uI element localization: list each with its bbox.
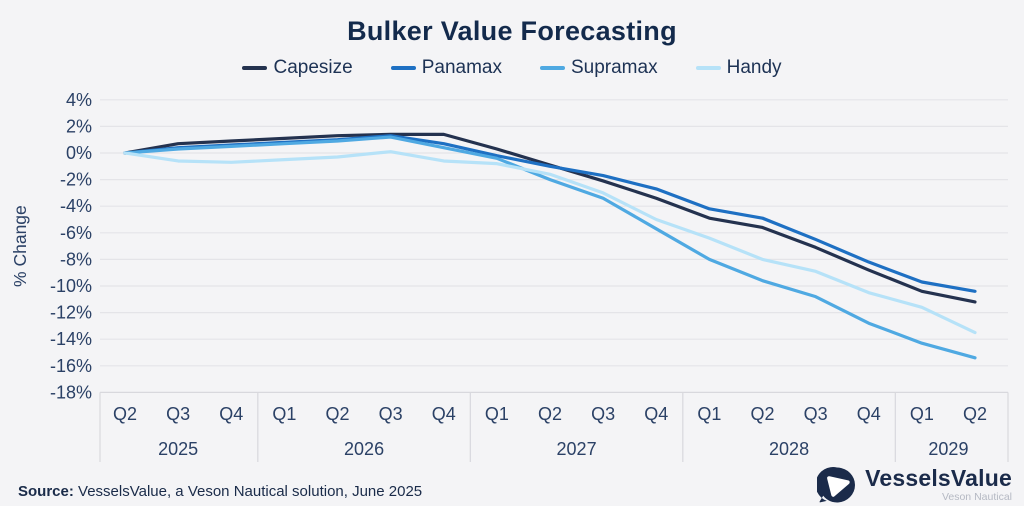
y-tick-label: -8% bbox=[60, 249, 92, 269]
x-tick-label: Q4 bbox=[219, 404, 243, 424]
series-line-capesize bbox=[123, 132, 977, 304]
source-note: Source: VesselsValue, a Veson Nautical s… bbox=[18, 483, 422, 500]
year-label: 2028 bbox=[769, 439, 809, 459]
year-label: 2026 bbox=[344, 439, 384, 459]
y-tick-label: -4% bbox=[60, 196, 92, 216]
legend-item-supramax: Supramax bbox=[539, 57, 658, 79]
x-tick-label: Q1 bbox=[485, 404, 509, 424]
series-line-handy bbox=[123, 150, 977, 335]
y-tick-label: -2% bbox=[60, 170, 92, 190]
legend-label: Capesize bbox=[273, 57, 353, 78]
logo-text: VesselsValue Veson Nautical bbox=[865, 467, 1012, 503]
legend-item-panamax: Panamax bbox=[390, 57, 502, 79]
x-tick-label: Q3 bbox=[804, 404, 828, 424]
x-tick-label: Q2 bbox=[113, 404, 137, 424]
legend: Capesize Panamax Supramax Handy bbox=[0, 57, 1024, 79]
logo-name: VesselsValue bbox=[865, 465, 1012, 492]
legend-label: Supramax bbox=[570, 57, 658, 78]
series-line-panamax bbox=[123, 134, 977, 293]
x-tick-label: Q3 bbox=[379, 404, 403, 424]
source-text: VesselsValue, a Veson Nautical solution,… bbox=[73, 483, 423, 500]
x-tick-label: Q2 bbox=[963, 404, 987, 424]
legend-item-capesize: Capesize bbox=[242, 57, 353, 79]
logo-subtitle: Veson Nautical bbox=[941, 491, 1012, 504]
y-tick-label: -10% bbox=[50, 276, 92, 296]
x-tick-label: Q3 bbox=[166, 404, 190, 424]
x-tick-label: Q4 bbox=[857, 404, 881, 424]
x-tick-label: Q2 bbox=[325, 404, 349, 424]
x-tick-label: Q4 bbox=[432, 404, 456, 424]
chart-title: Bulker Value Forecasting bbox=[347, 16, 677, 46]
x-tick-label: Q4 bbox=[644, 404, 668, 424]
bottom-strip bbox=[0, 506, 1024, 514]
legend-swatch-icon bbox=[390, 66, 416, 70]
legend-swatch-icon bbox=[695, 66, 721, 70]
legend-label: Panamax bbox=[421, 57, 502, 78]
x-tick-label: Q3 bbox=[591, 404, 615, 424]
y-tick-label: -14% bbox=[50, 329, 92, 349]
year-label: 2025 bbox=[158, 439, 198, 459]
x-tick-label: Q1 bbox=[910, 404, 934, 424]
legend-label: Handy bbox=[726, 57, 782, 78]
legend-item-handy: Handy bbox=[695, 57, 782, 79]
y-tick-label: 2% bbox=[66, 116, 92, 136]
year-label: 2027 bbox=[557, 439, 597, 459]
year-label: 2029 bbox=[928, 439, 968, 459]
x-tick-label: Q2 bbox=[750, 404, 774, 424]
series-line-supramax bbox=[123, 135, 977, 360]
y-tick-label: 4% bbox=[66, 90, 92, 110]
legend-swatch-icon bbox=[539, 66, 565, 70]
y-tick-label: -16% bbox=[50, 356, 92, 376]
y-tick-label: -12% bbox=[50, 303, 92, 323]
vesselsvalue-logo-icon bbox=[817, 467, 856, 503]
y-tick-label: -18% bbox=[50, 382, 92, 402]
y-tick-label: -6% bbox=[60, 223, 92, 243]
x-tick-label: Q1 bbox=[272, 404, 296, 424]
legend-swatch-icon bbox=[242, 66, 268, 70]
vesselsvalue-logo: VesselsValue Veson Nautical bbox=[817, 465, 1012, 505]
y-tick-label: 0% bbox=[66, 143, 92, 163]
source-label: Source: bbox=[18, 483, 74, 500]
x-tick-label: Q1 bbox=[697, 404, 721, 424]
y-axis-title: % Change bbox=[10, 205, 30, 287]
x-tick-label: Q2 bbox=[538, 404, 562, 424]
